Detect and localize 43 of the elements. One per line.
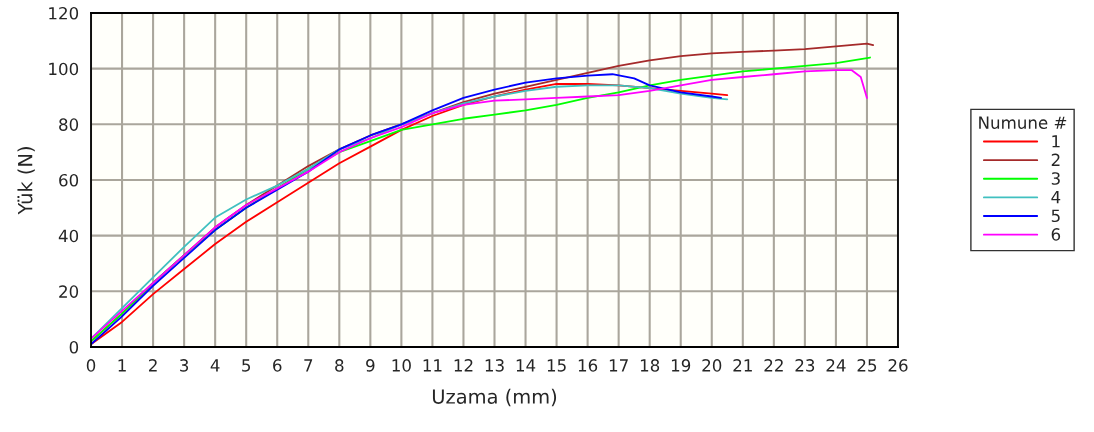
- x-tick-label: 17: [609, 359, 628, 372]
- y-tick-label: 120: [49, 6, 79, 20]
- x-tick-label: 16: [578, 359, 598, 372]
- x-tick-label: 3: [180, 359, 189, 372]
- x-tick-label: 21: [733, 359, 752, 372]
- y-tick-label: 60: [59, 173, 79, 187]
- y-tick-label: 40: [58, 229, 79, 243]
- x-tick-label: 5: [242, 359, 251, 372]
- x-tick-label: 13: [485, 359, 504, 372]
- x-tick-label: 15: [547, 359, 566, 372]
- x-tick-label: 24: [826, 359, 846, 372]
- x-tick-label: 12: [454, 359, 473, 372]
- x-tick-label: 1: [118, 359, 126, 372]
- x-tick-label: 10: [392, 359, 411, 372]
- x-tick-label: 4: [210, 359, 220, 372]
- legend-label: 6: [1051, 228, 1061, 241]
- x-tick-label: 8: [335, 359, 344, 372]
- x-tick-label: 2: [149, 359, 157, 372]
- x-tick-label: 20: [702, 359, 722, 372]
- x-tick-label: 11: [423, 359, 442, 372]
- x-tick-label: 0: [86, 359, 96, 372]
- x-tick-label: 9: [366, 359, 375, 372]
- legend-label: 4: [1051, 191, 1061, 204]
- legend-title: Numune #: [979, 116, 1067, 129]
- y-tick-label: 20: [59, 285, 79, 298]
- y-tick-label: 100: [49, 62, 79, 76]
- x-tick-label: 14: [516, 359, 536, 372]
- x-tick-label: 26: [888, 359, 908, 372]
- legend-label: 1: [1052, 135, 1060, 148]
- y-tick-label: 80: [59, 118, 79, 131]
- x-axis-title: Uzama (mm): [432, 388, 557, 407]
- x-tick-label: 22: [764, 359, 783, 372]
- x-tick-label: 19: [671, 359, 691, 372]
- legend-label: 5: [1051, 209, 1060, 223]
- y-axis-title: Yük (N): [17, 147, 35, 215]
- x-tick-label: 23: [795, 359, 815, 372]
- x-tick-label: 18: [640, 359, 660, 372]
- x-tick-label: 25: [857, 359, 877, 372]
- y-tick-label: 0: [69, 340, 79, 354]
- x-tick-label: 7: [304, 359, 313, 372]
- x-tick-label: 6: [273, 359, 282, 372]
- legend-label: 3: [1051, 172, 1060, 185]
- legend-label: 2: [1051, 153, 1060, 166]
